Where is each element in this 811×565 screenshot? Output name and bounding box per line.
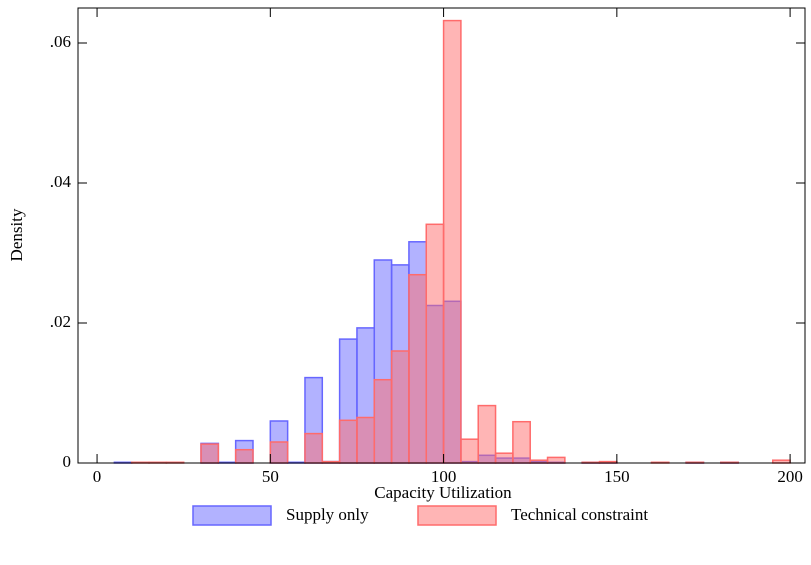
histogram-bar — [304, 432, 324, 464]
y-tick-label: .06 — [50, 32, 71, 51]
histogram-bar — [234, 448, 254, 464]
histogram-bar — [408, 273, 428, 464]
histogram-bar — [390, 350, 410, 464]
legend-swatch — [192, 505, 272, 526]
legend-label: Technical constraint — [511, 505, 648, 524]
legend-swatch — [417, 505, 497, 526]
histogram-bar — [477, 404, 497, 464]
histogram-bar — [338, 419, 358, 464]
y-tick-label: .04 — [50, 172, 72, 191]
histogram-bar — [512, 420, 531, 464]
x-tick-label: 50 — [262, 467, 279, 486]
histogram-bar — [460, 438, 479, 464]
histogram-bar — [269, 441, 289, 464]
y-axis-title: Density — [7, 208, 26, 261]
legend-label: Supply only — [286, 505, 369, 524]
plot-frame — [77, 7, 806, 464]
histogram-bar — [442, 19, 462, 464]
histogram-bar — [373, 378, 393, 464]
y-tick-label: .02 — [50, 312, 71, 331]
y-tick-label: 0 — [63, 452, 72, 471]
x-tick-label: 150 — [604, 467, 630, 486]
histogram-bar — [200, 443, 220, 464]
x-axis-title: Capacity Utilization — [374, 483, 512, 502]
x-tick-label: 100 — [431, 467, 457, 486]
histogram-bar — [494, 452, 514, 464]
histogram-bar — [546, 456, 566, 464]
x-tick-label: 0 — [93, 467, 102, 486]
histogram-bar — [356, 416, 376, 464]
histogram-bar — [425, 223, 445, 464]
x-tick-label: 200 — [777, 467, 803, 486]
